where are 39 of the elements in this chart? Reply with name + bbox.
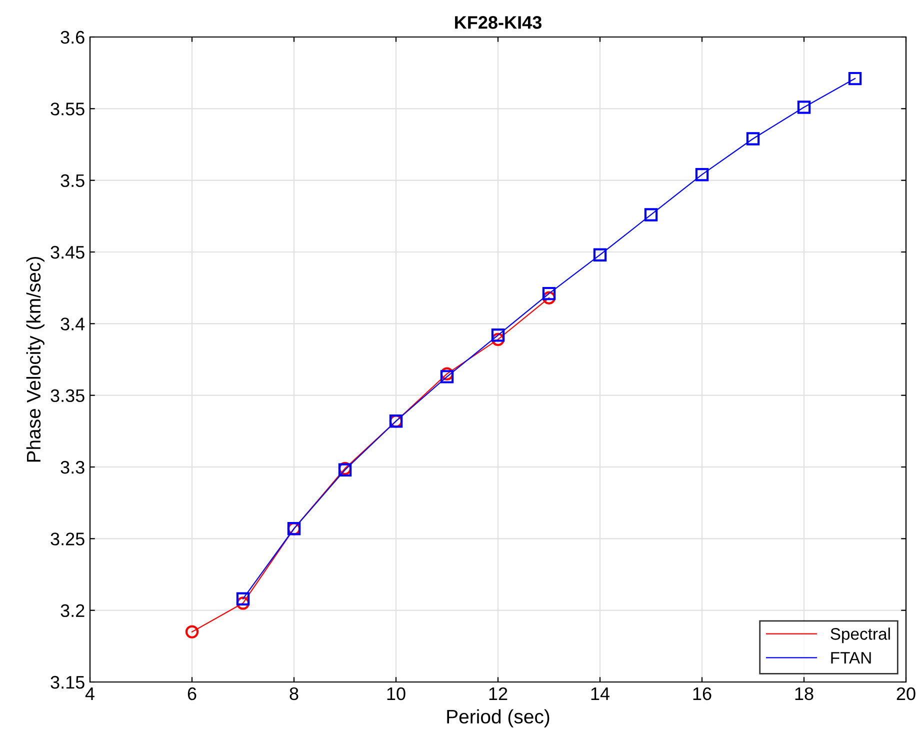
point: [440, 370, 454, 384]
y-tick-label: 3.3: [60, 460, 84, 474]
y-tick-label: 3.45: [50, 246, 84, 259]
point: [848, 72, 862, 86]
x-tick-label: 16: [693, 687, 712, 700]
point: [542, 286, 556, 300]
y-axis-title: Phase Velocity (km/sec): [26, 256, 44, 462]
y-tick-label: 3.35: [50, 389, 84, 402]
legend-label: Spectral: [830, 628, 890, 644]
x-tick-label: 12: [489, 687, 508, 700]
point: [695, 168, 709, 182]
legend-label: FTAN: [831, 652, 871, 664]
y-tick-label: 3.55: [50, 102, 84, 116]
x-tick-label: 20: [896, 687, 916, 700]
point: [491, 328, 505, 342]
point: [440, 367, 454, 380]
point: [236, 596, 250, 610]
point: [797, 100, 811, 114]
point: [746, 132, 760, 146]
x-tick-label: 6: [188, 687, 196, 700]
x-axis-title: Period (sec): [447, 709, 550, 728]
y-tick-label: 3.6: [60, 30, 84, 44]
x-tick-label: 8: [290, 687, 298, 700]
y-tick-label: 3.2: [60, 604, 84, 618]
x-tick-label: 14: [591, 688, 610, 700]
y-tick-label: 3.15: [50, 676, 84, 689]
point: [644, 208, 658, 222]
x-tick-label: 10: [387, 687, 406, 700]
y-tick-label: 3.5: [60, 174, 84, 188]
point: [491, 332, 505, 346]
point: [593, 248, 607, 262]
chart-title: KF28-KI43: [455, 16, 542, 29]
y-tick-label: 3.4: [60, 318, 85, 330]
y-tick-label: 3.25: [50, 532, 84, 546]
point: [542, 291, 556, 304]
x-tick-label: 4: [85, 688, 94, 700]
point: [185, 625, 199, 638]
point: [236, 592, 250, 606]
x-tick-label: 18: [795, 687, 814, 700]
